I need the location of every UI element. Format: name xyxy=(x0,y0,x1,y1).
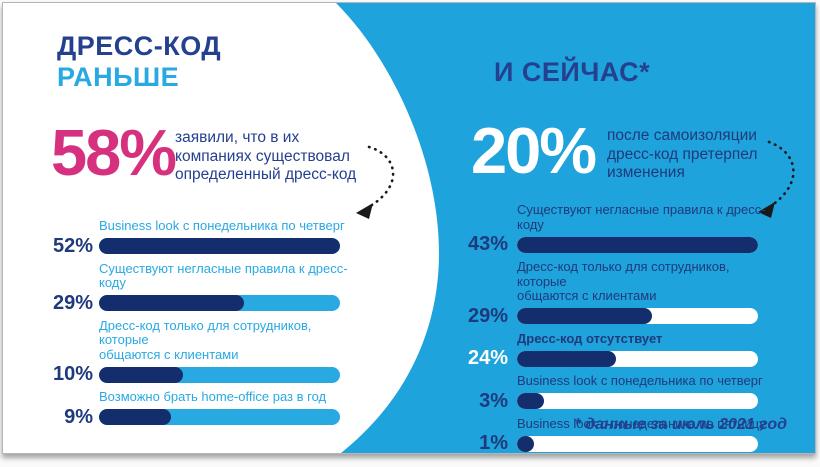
dotted-arrow-icon xyxy=(356,145,395,219)
left-stat-value: 58% xyxy=(51,116,177,189)
bar-track xyxy=(517,435,758,452)
bar-fill xyxy=(99,409,172,425)
bar-value: 29% xyxy=(467,304,508,327)
bar-track xyxy=(517,308,758,324)
bar-value: 1% xyxy=(479,432,508,454)
bar-fill xyxy=(99,366,184,383)
bar-fill xyxy=(517,308,652,324)
bar-label: Дресс-код только для сотрудников, которы… xyxy=(517,259,730,303)
bar-row: Существуют негласные правила к дресс-код… xyxy=(51,260,351,315)
bar-label: Business look с понедельника по четверг xyxy=(99,218,345,233)
footnote: * данные за июль 2021 год xyxy=(574,416,787,433)
bar-row: Business look с понедельника по четверг … xyxy=(456,373,766,413)
bar-value: 9% xyxy=(64,405,93,428)
bar-label: Дресс-код только для сотрудников, которы… xyxy=(99,317,312,362)
bar-value: 52% xyxy=(52,234,93,257)
bar-track xyxy=(99,295,340,311)
blue-curve-background xyxy=(336,3,815,453)
bar-fill xyxy=(517,350,616,367)
bar-track xyxy=(517,393,758,409)
dotted-arrow-icon xyxy=(758,140,795,218)
bar-track xyxy=(517,236,758,253)
right-bar-chart: Существуют негласные правила к дресс-код… xyxy=(456,202,766,454)
bar-row: Дресс-код отсутствует 24% xyxy=(456,330,766,371)
bar-row: Существуют негласные правила к дресс-код… xyxy=(456,202,766,256)
bar-track xyxy=(99,366,340,383)
bar-label: Существуют негласные правила к дресс-код… xyxy=(99,260,348,290)
bar-row: Business look с понедельника по пятницу … xyxy=(456,415,766,454)
bar-fill xyxy=(517,435,534,452)
left-title: ДРЕСС-КОД РАНЬШЕ xyxy=(57,31,221,93)
bar-row: Business look с понедельника по четверг … xyxy=(51,218,351,258)
bar-track xyxy=(99,409,340,425)
bar-row: Дресс-код только для сотрудников, которы… xyxy=(456,259,766,328)
bar-value: 24% xyxy=(467,347,508,369)
bar-fill xyxy=(517,393,544,409)
left-title-line1: ДРЕСС-КОД xyxy=(57,31,222,61)
bar-row: Дресс-код только для сотрудников, которы… xyxy=(51,317,351,387)
left-title-line2: РАНЬШЕ xyxy=(57,62,180,92)
bar-label: Дресс-код отсутствует xyxy=(517,330,663,346)
bar-value: 29% xyxy=(52,291,93,314)
bar-fill xyxy=(517,236,758,253)
bar-value: 10% xyxy=(52,363,93,385)
bar-value: 3% xyxy=(479,389,508,412)
bar-value: 43% xyxy=(467,233,508,255)
bar-fill xyxy=(99,295,244,311)
left-stat-text: заявили, что в их компаниях существовал … xyxy=(175,129,357,183)
bar-fill xyxy=(99,238,340,254)
bar-track xyxy=(517,350,758,367)
bar-label: Возможно брать home-office раз в год xyxy=(99,389,327,404)
infographic-slide: ДРЕСС-КОД РАНЬШЕ 58% заявили, что в их к… xyxy=(2,2,816,454)
bar-label: Существуют негласные правила к дресс-код… xyxy=(517,202,766,232)
bar-row: Возможно брать home-office раз в год 9% xyxy=(51,389,351,429)
right-stat-text: после самоизоляции дресс-код претерпел и… xyxy=(607,127,758,181)
left-bar-chart: Business look с понедельника по четверг … xyxy=(51,218,351,433)
bar-label: Business look с понедельника по четверг xyxy=(517,373,763,388)
right-stat-value: 20% xyxy=(471,114,597,187)
bar-label: Business look с понедельника по пятницу xyxy=(517,415,766,431)
right-title: И СЕЙЧАС* xyxy=(494,57,651,87)
bar-track xyxy=(99,238,340,254)
